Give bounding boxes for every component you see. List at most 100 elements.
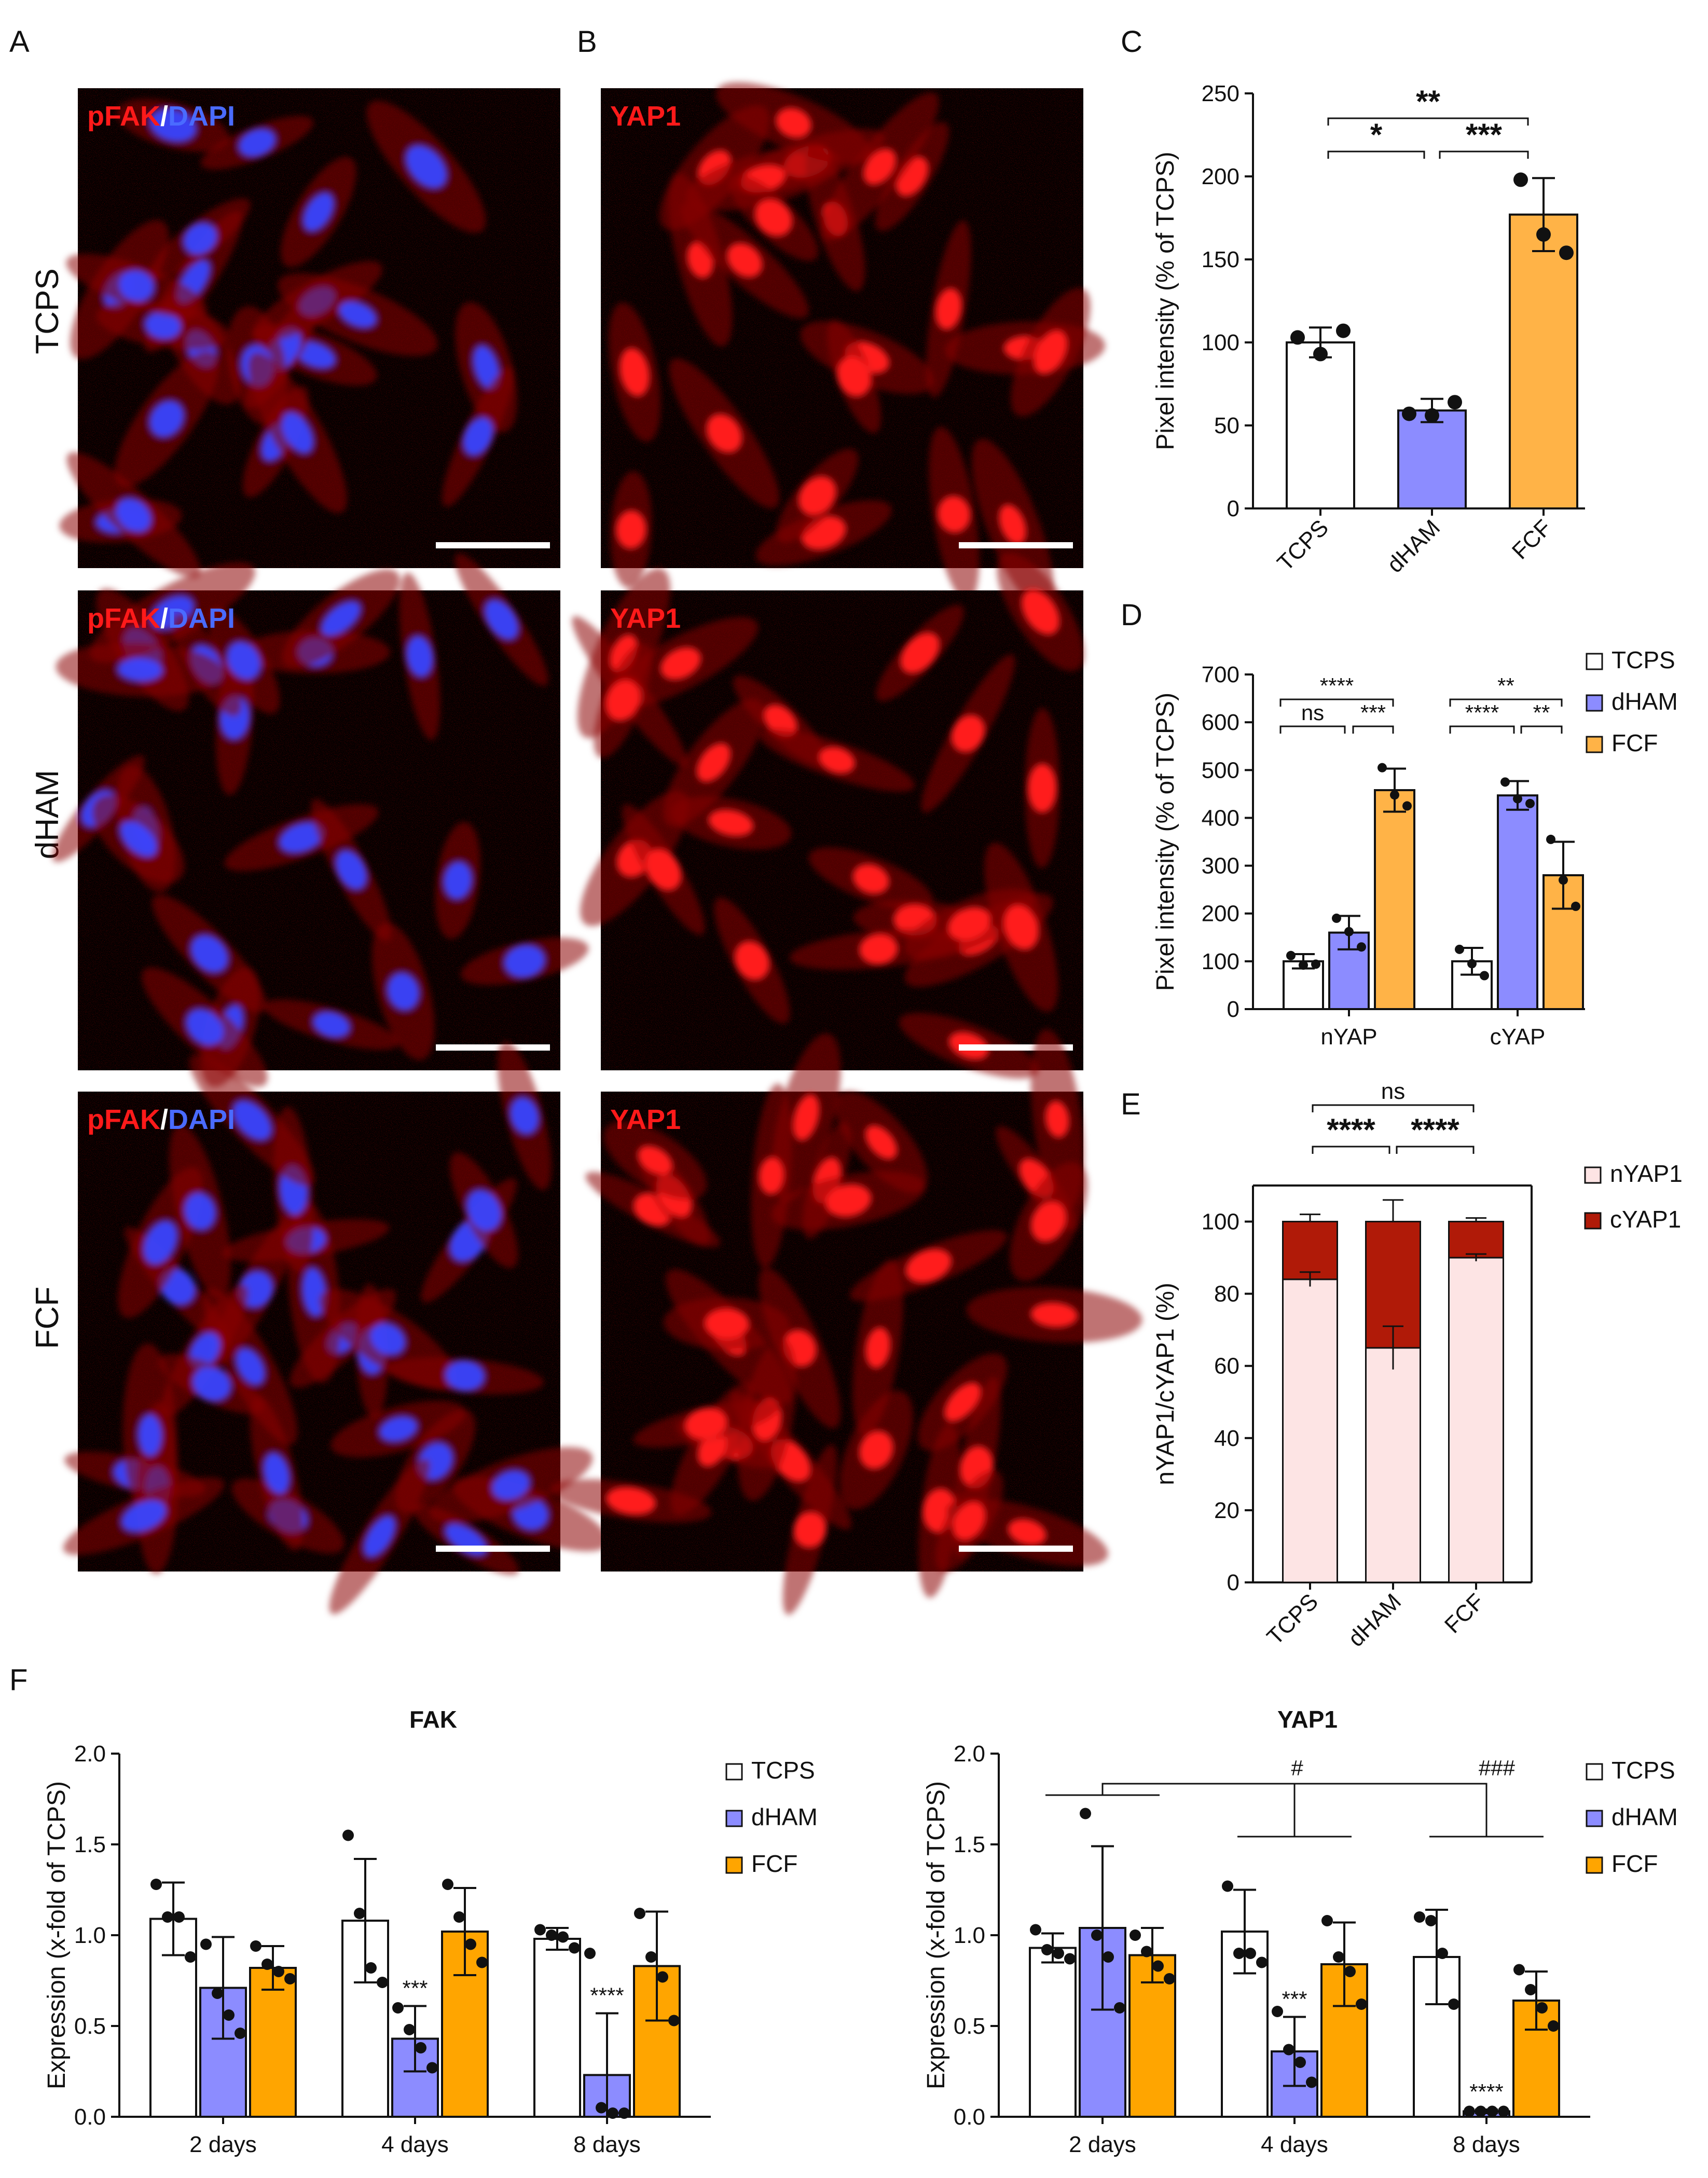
row-label-fcf: FCF	[30, 1287, 65, 1349]
cell-nucleus	[853, 864, 889, 894]
x-tick-label: FCF	[1507, 515, 1557, 564]
legend-swatch	[1584, 1212, 1602, 1230]
cell-nucleus	[463, 418, 493, 456]
panel-letter-c: C	[1121, 25, 1142, 59]
cell-nucleus	[466, 1190, 502, 1231]
data-point	[1525, 1984, 1536, 1995]
cell-nucleus	[606, 1487, 656, 1515]
data-point	[1378, 763, 1387, 773]
significance-bracket	[1449, 698, 1563, 707]
significance-label: ****	[1320, 673, 1354, 698]
bar-nyap1	[1282, 1278, 1338, 1583]
x-tick-label: 2 days	[1069, 2132, 1136, 2157]
y-tick-label: 40	[1214, 1426, 1239, 1451]
cell-nucleus	[697, 743, 731, 782]
micrograph-tile: YAP1	[550, 1029, 1142, 1615]
dapi-label-part: DAPI	[168, 101, 235, 132]
y-tick-label: 1.0	[954, 1923, 985, 1948]
significance-label: ns	[1301, 700, 1324, 725]
legend-label: TCPS	[1611, 1757, 1675, 1784]
y-tick-label: 200	[1202, 901, 1239, 927]
data-point	[1356, 1998, 1367, 2010]
data-point	[1467, 959, 1477, 969]
data-point	[1513, 794, 1522, 804]
data-point	[342, 1829, 354, 1841]
data-point	[365, 1962, 377, 1974]
cell-nucleus	[837, 356, 871, 396]
data-point	[185, 1951, 196, 1963]
cell-nucleus	[859, 1431, 893, 1469]
data-point	[1546, 834, 1555, 844]
yap-label-part: YAP1	[610, 101, 681, 132]
data-point	[1498, 2105, 1509, 2117]
significance-label: ns	[1381, 1079, 1405, 1104]
cell-nucleus	[236, 1348, 265, 1385]
y-tick-label: 2.0	[74, 1741, 106, 1767]
data-point	[415, 2042, 426, 2053]
cell-nucleus	[116, 498, 151, 532]
cell-nucleus	[279, 822, 324, 853]
data-point	[250, 1940, 261, 1952]
cell-nucleus	[339, 301, 377, 328]
legend-swatch	[725, 1810, 743, 1827]
bar-tcps	[1029, 1947, 1077, 2118]
data-point	[596, 2102, 607, 2114]
y-tick-label: 60	[1214, 1354, 1239, 1379]
data-point	[235, 2028, 246, 2039]
label-separator: /	[160, 1104, 168, 1135]
y-tick-label: 80	[1214, 1281, 1239, 1307]
bar-tcps	[1286, 341, 1355, 509]
y-tick-label: 400	[1202, 805, 1239, 831]
data-point	[1114, 2002, 1125, 2014]
chart-c: 0 50 100 150 200 250 Pixel intensity (% of TCP…	[1152, 81, 1585, 578]
cell-nucleus	[149, 108, 197, 142]
pfak-label-part: pFAK	[87, 1104, 160, 1135]
cell-nucleus	[303, 192, 334, 231]
y-tick-label: 600	[1202, 710, 1239, 735]
data-point	[173, 1911, 185, 1923]
bar-cyap1	[1448, 1221, 1504, 1259]
data-point	[1299, 960, 1308, 970]
cell-nucleus	[239, 129, 276, 157]
data-point	[645, 1951, 657, 1963]
yap1-label: YAP1	[610, 1104, 681, 1135]
scale-bar	[959, 542, 1073, 548]
cell-nucleus	[387, 973, 419, 1010]
data-point	[1344, 1966, 1356, 1977]
cell-nucleus	[406, 636, 433, 677]
y-tick-label: 0.5	[954, 2014, 985, 2039]
cell-nucleus	[321, 601, 361, 636]
data-point	[1336, 323, 1351, 338]
cell-nucleus	[616, 511, 646, 549]
significance-label: ****	[1465, 700, 1499, 725]
cell-layer	[550, 1029, 1142, 1615]
legend-swatch	[1586, 653, 1603, 670]
data-point	[426, 2062, 438, 2074]
cell-nucleus	[510, 1097, 539, 1135]
row-label-tcps: TCPS	[30, 268, 65, 354]
legend-swatch	[725, 1856, 743, 1874]
cell-nucleus	[121, 1500, 166, 1532]
micrograph-tile: YAP1	[572, 553, 1084, 1079]
panel-letter-d: D	[1121, 598, 1142, 632]
significance-label: ***	[1360, 700, 1386, 725]
data-point	[1286, 950, 1296, 960]
y-tick-label: 0	[1227, 997, 1239, 1022]
cell-nucleus	[227, 641, 261, 680]
data-point	[1571, 901, 1580, 911]
cell-nucleus	[798, 476, 836, 515]
cell-nucleus	[685, 1408, 727, 1440]
legend-label: cYAP1	[1610, 1206, 1681, 1233]
data-point	[1559, 875, 1568, 885]
yap1-label: YAP1	[610, 101, 681, 132]
y-tick-label: 200	[1202, 164, 1239, 189]
chart-title: YAP1	[1277, 1706, 1338, 1733]
bar-tcps	[533, 1938, 581, 2118]
x-tick-label: 2 days	[189, 2132, 257, 2157]
cell-nucleus	[138, 1414, 162, 1456]
data-point	[1030, 1924, 1041, 1936]
x-tick-label: 4 days	[1261, 2132, 1328, 2157]
significance-bracket	[1439, 150, 1529, 159]
scale-bar	[436, 1546, 550, 1552]
